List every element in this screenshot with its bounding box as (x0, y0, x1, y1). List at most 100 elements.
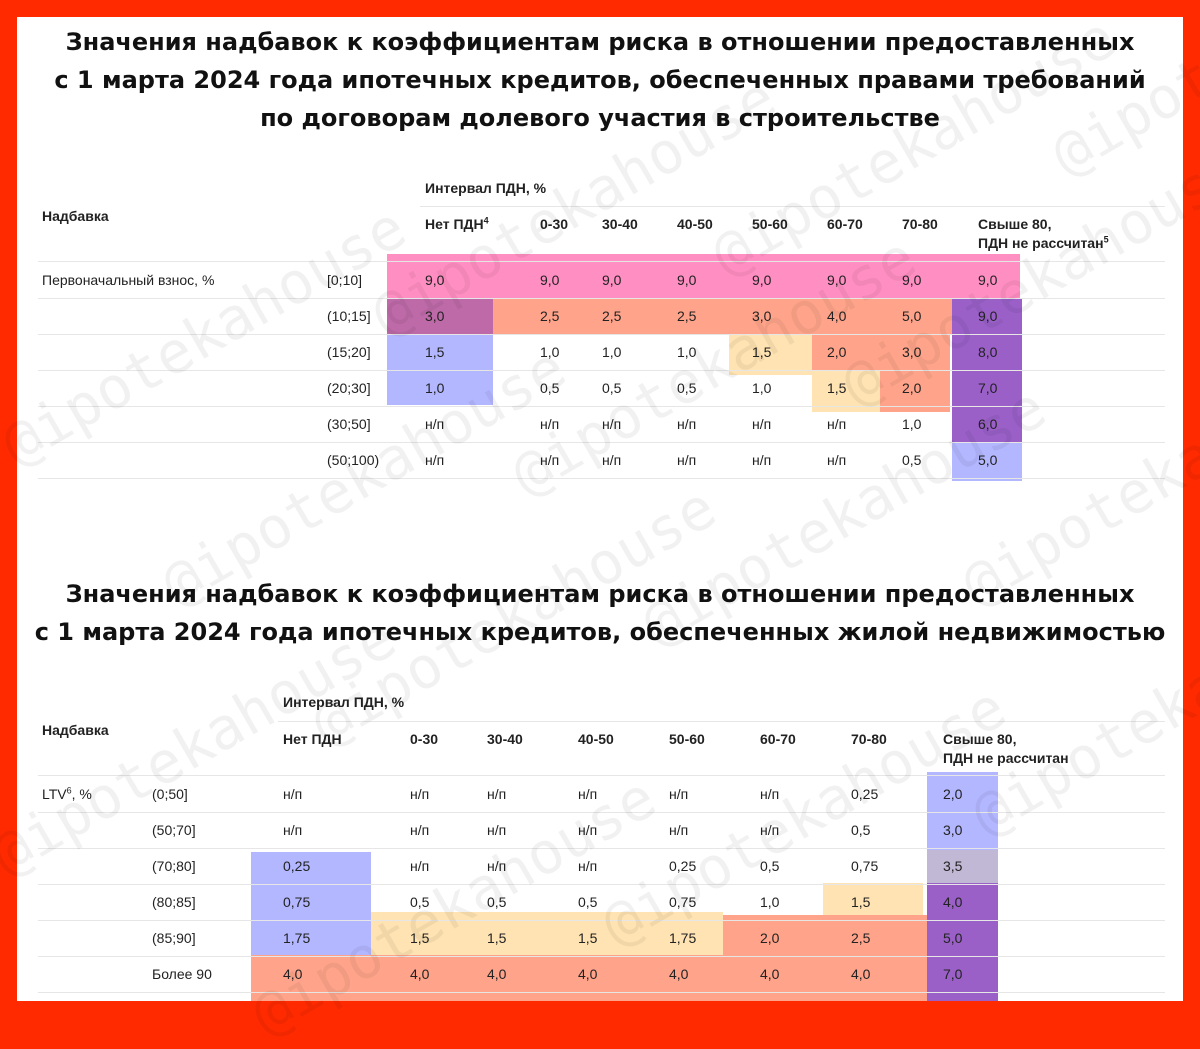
table2-col-header: 40-50 (578, 731, 614, 747)
table1-cell: 2,5 (540, 308, 560, 324)
table2-cell: 0,75 (283, 894, 311, 910)
table1-cell: 2,0 (902, 380, 922, 396)
table2-col-no-pdn: Нет ПДН (283, 731, 342, 747)
table2-row-range: (80;85] (152, 894, 196, 910)
table2-col-header: 30-40 (487, 731, 523, 747)
table2-col-header: 60-70 (760, 731, 796, 747)
table1-cell: 4,0 (827, 308, 847, 324)
table1-col-header: 50-60 (752, 216, 788, 232)
table2-cell: 4,0 (487, 966, 507, 982)
table2-cell: н/п (410, 858, 430, 874)
table2-cell: 4,0 (578, 966, 598, 982)
table1-row-range: (20;30] (327, 380, 371, 396)
table2-cell: 2,5 (851, 930, 871, 946)
table1-col-header: 30-40 (602, 216, 638, 232)
table2-cell: 3,5 (943, 858, 963, 874)
table2-cell: 0,25 (669, 858, 697, 874)
table2-cell: н/п (578, 786, 598, 802)
table1-cell: 9,0 (978, 272, 998, 288)
table1-cell: 0,5 (677, 380, 697, 396)
table1-cell: 3,0 (752, 308, 772, 324)
table1-group-header: Интервал ПДН, % (425, 180, 547, 196)
table2-title-line-1: Значения надбавок к коэффициентам риска … (65, 580, 1135, 608)
table2-cell: н/п (410, 822, 430, 838)
table1-cell: 1,0 (425, 380, 445, 396)
table2-cell: н/п (487, 822, 507, 838)
table1-cell: 9,0 (827, 272, 847, 288)
table1-cell: 0,5 (902, 452, 922, 468)
table1-col-header: 40-50 (677, 216, 713, 232)
table2-cell: н/п (760, 786, 780, 802)
table1-highlight-salmon-60-70 (812, 334, 950, 370)
table1-header-bottom-rule (38, 261, 1165, 262)
table2-cell: 0,5 (851, 822, 871, 838)
table1-cell: н/п (425, 452, 445, 468)
table2-highlight-peach-70-80 (823, 883, 923, 915)
table1-cell: 2,5 (602, 308, 622, 324)
table2-row-rule (38, 956, 1165, 957)
table2-cell: 0,5 (410, 894, 430, 910)
table2-row-range: Более 90 (152, 966, 212, 982)
table2-cell: 0,5 (487, 894, 507, 910)
table2-cell: н/п (760, 822, 780, 838)
table2-col-header: 0-30 (410, 731, 439, 747)
table1-row-rule (38, 478, 1165, 479)
table2-row-rule (38, 812, 1165, 813)
table2-col-over-80: Свыше 80, ПДН не рассчитан (943, 731, 1069, 766)
table2-row-range: (0;50] (152, 786, 188, 802)
table1-row-rule (38, 370, 1165, 371)
table1-cell: 9,0 (425, 272, 445, 288)
table2-row-range: (85;90] (152, 930, 196, 946)
table1-cell: н/п (540, 452, 560, 468)
table1-cell: н/п (425, 416, 445, 432)
poster-sheet (17, 17, 1183, 1001)
table1-cell: 0,5 (540, 380, 560, 396)
table2-cell: 3,0 (943, 822, 963, 838)
table1-cell: 1,0 (902, 416, 922, 432)
table1-highlight-peach-50-60 (729, 334, 812, 375)
table1-highlight-peach-60-70 (812, 370, 880, 412)
table1-cell: 9,0 (978, 308, 998, 324)
table1-cell: н/п (752, 452, 772, 468)
table1-row-range: (50;100) (327, 452, 380, 468)
table1-row-range: (10;15] (327, 308, 371, 324)
table1-cell: 3,0 (902, 344, 922, 360)
table1-row-rule (38, 442, 1165, 443)
table2-cell: 2,0 (943, 786, 963, 802)
table1-cell: 1,5 (425, 344, 445, 360)
table1-cell: н/п (827, 452, 847, 468)
table2-cell: 5,0 (943, 930, 963, 946)
table2-cell: 1,5 (487, 930, 507, 946)
table1-cell: 1,0 (540, 344, 560, 360)
table2-cell: 4,0 (669, 966, 689, 982)
table1-cell: 5,0 (902, 308, 922, 324)
table2-cell: 4,0 (410, 966, 430, 982)
table1-highlight-nopdn-blue (387, 334, 493, 405)
table1-row-rule (38, 406, 1165, 407)
table1-cell: 0,5 (602, 380, 622, 396)
table2-cell: 0,25 (851, 786, 879, 802)
table1-row-range: [0;10] (327, 272, 363, 288)
table1-title-line-1: Значения надбавок к коэффициентам риска … (65, 28, 1135, 56)
table2-cell: н/п (669, 786, 689, 802)
table2-cell: 1,5 (851, 894, 871, 910)
table1-highlight-over80-blue (952, 442, 1022, 481)
table1-title-line-2: с 1 марта 2024 года ипотечных кредитов, … (54, 66, 1146, 94)
table2-cell: 0,75 (669, 894, 697, 910)
table2-highlight-nopdn-blue (251, 852, 371, 955)
table1-highlight-salmon-row1 (493, 298, 952, 334)
table2-cell: 0,5 (760, 858, 780, 874)
table2-cell: н/п (578, 858, 598, 874)
table1-cell: н/п (602, 416, 622, 432)
table2-cell: 0,5 (578, 894, 598, 910)
table1-row-range: (30;50] (327, 416, 371, 432)
table2-cell: 0,75 (851, 858, 879, 874)
table1-cell: 7,0 (978, 380, 998, 396)
table1-row-label: Первоначальный взнос, % (42, 272, 215, 288)
table2-col-header: 50-60 (669, 731, 705, 747)
table1-cell: 9,0 (902, 272, 922, 288)
table2-highlight-salmon-row5 (251, 955, 927, 1001)
table2-row-rule (38, 848, 1165, 849)
table1-highlight-salmon-70-80 (880, 370, 950, 412)
table2-row-header: Надбавка (42, 722, 109, 738)
